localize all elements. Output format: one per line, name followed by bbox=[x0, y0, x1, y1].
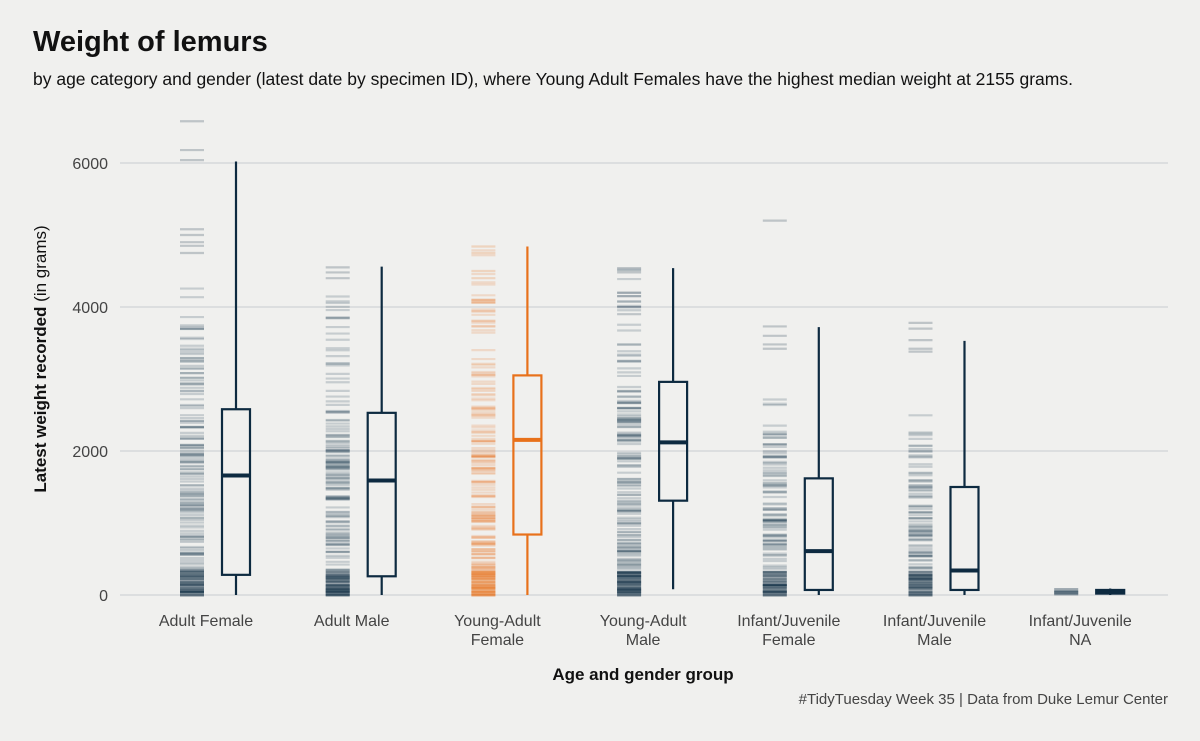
chart-caption: #TidyTuesday Week 35 | Data from Duke Le… bbox=[798, 691, 1168, 708]
chart-subtitle: by age category and gender (latest date … bbox=[33, 69, 1073, 89]
box-iqr bbox=[803, 477, 834, 592]
x-tick-label: Female bbox=[762, 632, 815, 649]
x-tick-label: Male bbox=[917, 632, 952, 649]
box-iqr bbox=[949, 485, 980, 592]
x-tick-label: Adult Female bbox=[159, 613, 253, 630]
box-iqr bbox=[512, 374, 543, 536]
x-tick-label: Adult Male bbox=[314, 613, 390, 630]
y-tick-label: 4000 bbox=[72, 300, 108, 317]
chart-title: Weight of lemurs bbox=[33, 26, 268, 58]
x-tick-label: Infant/Juvenile bbox=[883, 613, 986, 630]
box-iqr bbox=[366, 411, 397, 578]
x-tick-label: Young-Adult bbox=[454, 613, 541, 630]
x-axis-title: Age and gender group bbox=[552, 665, 733, 684]
box-iqr bbox=[220, 408, 252, 576]
y-tick-label: 0 bbox=[99, 588, 108, 605]
y-axis-title: Latest weight recorded (in grams) bbox=[31, 225, 50, 492]
x-tick-label: NA bbox=[1069, 632, 1092, 649]
y-tick-label: 6000 bbox=[72, 156, 108, 173]
y-axis-title-units: (in grams) bbox=[31, 225, 50, 306]
x-tick-label: Female bbox=[471, 632, 524, 649]
x-tick-label: Infant/Juvenile bbox=[1029, 613, 1132, 630]
x-tick-label: Infant/Juvenile bbox=[737, 613, 840, 630]
x-tick-label: Male bbox=[626, 632, 661, 649]
y-tick-label: 2000 bbox=[72, 444, 108, 461]
x-tick-label: Young-Adult bbox=[600, 613, 687, 630]
y-axis-title-bold: Latest weight recorded bbox=[31, 307, 50, 493]
